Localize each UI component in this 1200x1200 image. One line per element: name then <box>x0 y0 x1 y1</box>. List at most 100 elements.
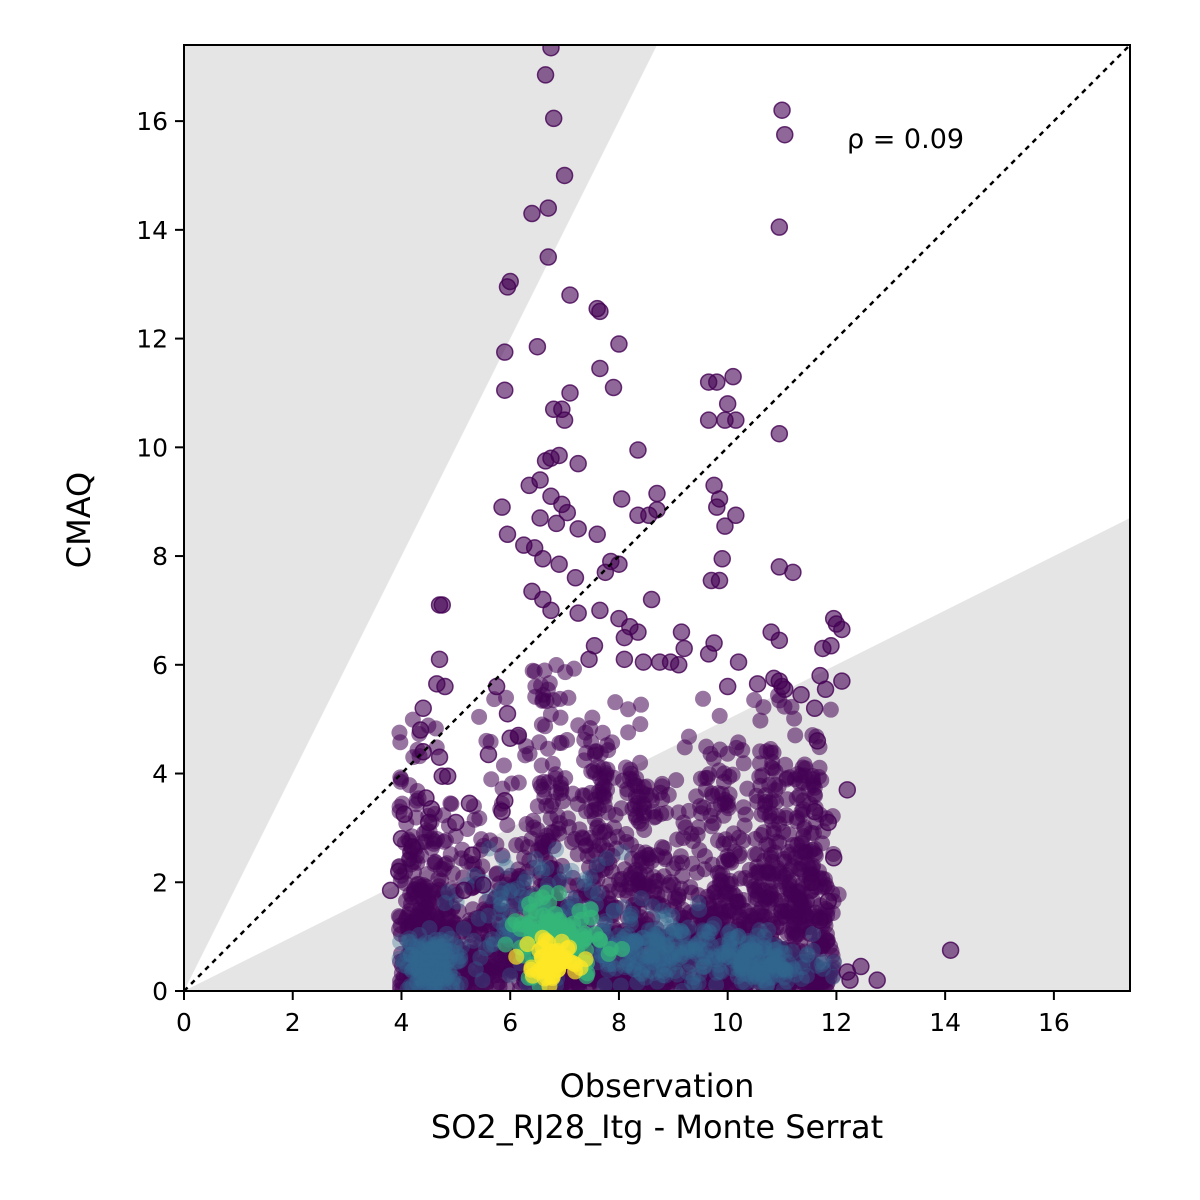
data-point <box>555 411 574 429</box>
density-point <box>401 930 418 947</box>
density-point <box>751 956 768 973</box>
density-point <box>736 947 753 964</box>
density-point <box>737 974 754 991</box>
correlation-annotation: ρ = 0.09 <box>847 124 964 155</box>
density-point <box>482 733 499 750</box>
density-point <box>419 953 436 970</box>
data-point <box>588 525 606 544</box>
density-point <box>735 755 752 772</box>
x-tick-label: 2 <box>285 1008 301 1037</box>
density-point <box>734 965 751 982</box>
density-point <box>724 960 741 977</box>
density-point <box>720 925 737 942</box>
density-point <box>516 873 533 890</box>
density-point <box>409 959 426 976</box>
density-point <box>436 967 453 984</box>
data-point <box>669 656 688 674</box>
density-point <box>450 953 467 970</box>
density-point <box>416 961 433 978</box>
density-point <box>818 926 835 943</box>
data-point <box>713 550 731 568</box>
x-tick-label: 6 <box>502 1008 518 1037</box>
data-point <box>808 732 827 750</box>
density-point <box>494 847 511 864</box>
data-point <box>770 218 789 236</box>
density-point <box>596 977 613 991</box>
data-point <box>610 335 628 353</box>
density-point <box>683 973 700 990</box>
density-point <box>403 946 420 963</box>
density-point <box>583 882 600 899</box>
density-point <box>749 846 766 863</box>
density-point <box>742 960 759 977</box>
density-point <box>779 791 796 808</box>
density-point <box>719 745 736 762</box>
density-point <box>537 718 554 735</box>
density-point <box>660 877 677 894</box>
density-point <box>453 938 470 955</box>
density-point <box>597 913 614 930</box>
density-point <box>431 967 448 984</box>
data-point <box>550 446 568 465</box>
density-point <box>444 973 461 990</box>
density-point <box>478 940 495 957</box>
density-point <box>736 943 753 960</box>
density-point <box>428 976 445 991</box>
density-point <box>499 817 516 834</box>
data-point <box>433 596 451 614</box>
density-point <box>691 940 708 957</box>
density-point <box>806 976 823 991</box>
density-point <box>784 958 801 975</box>
data-point <box>770 631 789 650</box>
density-point <box>456 951 473 968</box>
density-point <box>708 964 725 981</box>
density-point <box>395 953 412 970</box>
density-point <box>439 940 456 957</box>
density-point <box>699 942 716 959</box>
density-point <box>432 966 449 983</box>
density-point <box>432 931 449 948</box>
density-point <box>612 977 629 991</box>
density-point <box>636 821 653 838</box>
density-point <box>746 936 763 953</box>
density-point <box>822 701 839 718</box>
density-point <box>426 979 443 991</box>
density-point <box>592 770 609 787</box>
density-point <box>697 909 714 926</box>
density-point <box>437 933 454 950</box>
density-point <box>412 964 429 981</box>
density-point <box>441 965 458 982</box>
density-point <box>521 745 538 762</box>
data-point <box>822 637 840 655</box>
density-point <box>620 701 637 718</box>
density-point <box>422 967 439 984</box>
density-point <box>430 955 447 972</box>
density-point <box>491 974 508 991</box>
density-point <box>787 966 804 983</box>
density-point <box>563 889 580 906</box>
density-point <box>637 844 654 861</box>
density-point <box>438 969 455 986</box>
density-point <box>445 970 462 987</box>
x-tick-label: 12 <box>821 1008 853 1037</box>
data-point <box>591 359 609 378</box>
y-tick-label: 10 <box>136 433 168 462</box>
density-point <box>415 975 432 991</box>
density-point <box>391 921 408 938</box>
y-tick-label: 0 <box>152 977 168 1006</box>
density-point <box>420 893 437 910</box>
density-point <box>571 903 588 920</box>
density-point <box>720 947 737 964</box>
density-point <box>433 944 450 961</box>
density-point <box>742 872 759 889</box>
density-point <box>751 958 768 975</box>
density-point <box>756 936 773 953</box>
density-point <box>479 902 496 919</box>
density-point <box>730 928 747 945</box>
density-point <box>425 942 442 959</box>
density-point <box>722 923 739 940</box>
density-point <box>804 942 821 959</box>
density-point <box>491 913 508 930</box>
density-point <box>435 833 452 850</box>
density-point <box>414 977 431 991</box>
